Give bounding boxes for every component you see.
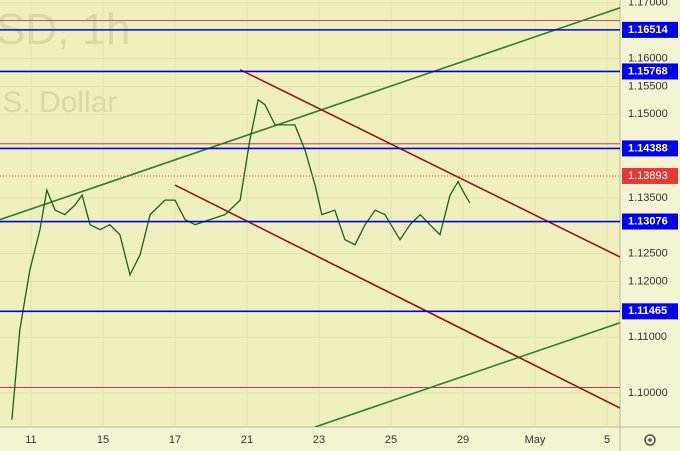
x-tick-label: 15	[97, 434, 109, 446]
time-axis	[0, 427, 620, 451]
price-line	[11, 98, 471, 420]
level-label: 1.13076	[628, 215, 668, 227]
x-tick-label: May	[525, 434, 546, 446]
y-tick-label: 1.11000	[628, 331, 667, 343]
plot-area	[0, 0, 620, 427]
x-tick-label: 21	[241, 434, 253, 446]
level-label-bg	[622, 140, 678, 157]
trendline	[0, 7, 620, 221]
y-tick-label: 1.16000	[628, 52, 668, 64]
level-label: 1.15768	[628, 65, 668, 77]
level-label-bg	[622, 213, 678, 230]
last-price-label: 1.13893	[628, 170, 668, 182]
x-tick-label: 11	[25, 434, 36, 446]
y-tick-label: 1.12000	[628, 275, 668, 287]
settings-icon[interactable]	[644, 434, 656, 446]
level-label-bg	[622, 63, 678, 80]
x-tick-label: 25	[385, 434, 397, 446]
trendline	[314, 322, 620, 427]
x-tick-label: 29	[457, 434, 469, 446]
settings-icon-center	[648, 438, 652, 442]
level-label-bg	[622, 303, 678, 320]
y-tick-label: 1.10000	[628, 387, 668, 399]
watermark: .S. Dollar	[0, 86, 117, 119]
y-tick-label: 1.15500	[628, 80, 668, 92]
level-label: 1.16514	[628, 24, 669, 36]
trendline	[239, 68, 620, 258]
x-tick-label: 23	[313, 434, 325, 446]
level-label-bg	[622, 21, 678, 38]
plot	[0, 0, 620, 427]
y-tick-label: 1.13500	[628, 192, 668, 204]
x-tick-label: 17	[169, 434, 181, 446]
level-label: 1.14388	[628, 142, 668, 154]
last-price-bg	[622, 167, 678, 184]
y-tick-label: 1.15000	[628, 108, 668, 120]
y-tick-label: 1.12500	[628, 248, 668, 260]
y-tick-label: 1.17000	[628, 0, 668, 9]
x-tick-label: 5	[604, 434, 610, 446]
level-label: 1.11465	[628, 305, 667, 317]
